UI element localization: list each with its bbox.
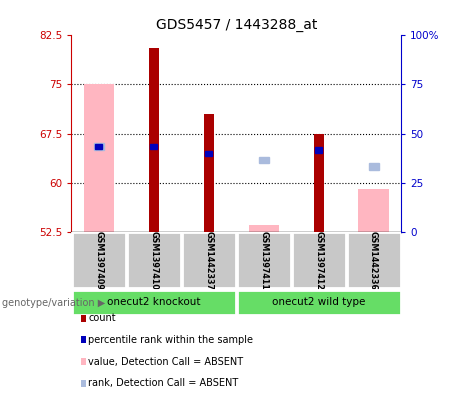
- Text: onecut2 wild type: onecut2 wild type: [272, 297, 366, 307]
- Text: onecut2 knockout: onecut2 knockout: [107, 297, 201, 307]
- FancyBboxPatch shape: [347, 232, 401, 288]
- Bar: [84, 84, 114, 232]
- Bar: [149, 48, 159, 232]
- Text: GSM1442336: GSM1442336: [369, 231, 378, 290]
- FancyBboxPatch shape: [72, 290, 236, 315]
- Title: GDS5457 / 1443288_at: GDS5457 / 1443288_at: [155, 18, 317, 31]
- FancyBboxPatch shape: [292, 232, 346, 288]
- Bar: [204, 114, 214, 232]
- Bar: [369, 163, 378, 170]
- Text: rank, Detection Call = ABSENT: rank, Detection Call = ABSENT: [89, 378, 239, 388]
- Text: count: count: [89, 313, 116, 323]
- Bar: [359, 189, 389, 232]
- Bar: [95, 144, 102, 149]
- Text: GSM1397409: GSM1397409: [95, 231, 103, 290]
- Text: GSM1397411: GSM1397411: [259, 231, 268, 290]
- Text: GSM1442337: GSM1442337: [204, 231, 213, 290]
- Text: genotype/variation ▶: genotype/variation ▶: [2, 298, 106, 308]
- Text: GSM1397412: GSM1397412: [314, 231, 323, 290]
- Bar: [248, 225, 279, 232]
- Text: GSM1397410: GSM1397410: [149, 231, 159, 290]
- FancyBboxPatch shape: [182, 232, 236, 288]
- FancyBboxPatch shape: [237, 232, 290, 288]
- Text: percentile rank within the sample: percentile rank within the sample: [89, 335, 254, 345]
- FancyBboxPatch shape: [237, 290, 401, 315]
- FancyBboxPatch shape: [72, 232, 126, 288]
- Bar: [315, 147, 322, 152]
- Bar: [314, 134, 324, 232]
- Bar: [94, 143, 104, 150]
- Text: value, Detection Call = ABSENT: value, Detection Call = ABSENT: [89, 356, 243, 367]
- Bar: [205, 151, 213, 156]
- Bar: [259, 156, 269, 163]
- Bar: [150, 144, 157, 149]
- FancyBboxPatch shape: [127, 232, 181, 288]
